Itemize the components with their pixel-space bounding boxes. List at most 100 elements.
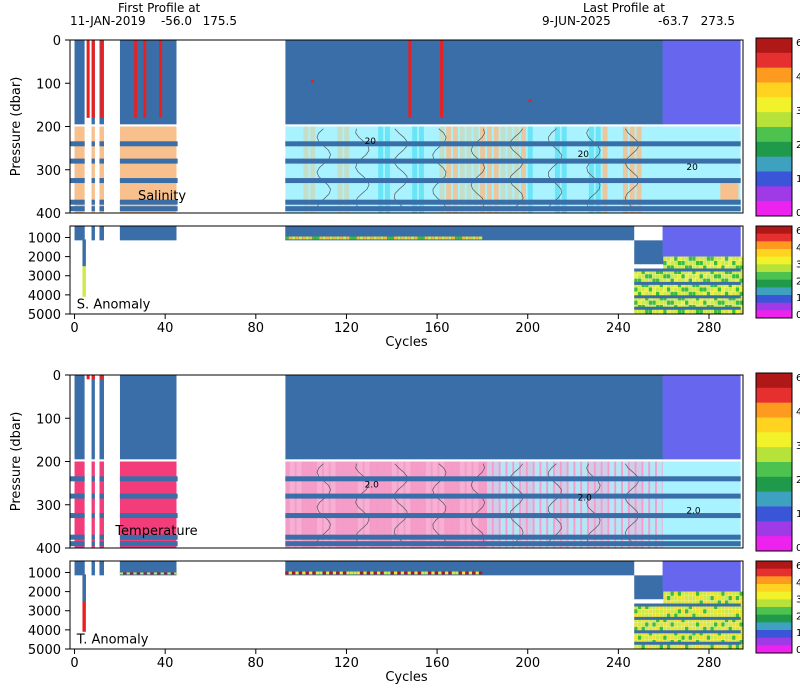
anomaly-fringe <box>380 236 384 240</box>
anomaly-fringe <box>387 571 391 575</box>
anomaly-fringe <box>363 236 367 240</box>
deep-anomaly-cell <box>739 609 743 614</box>
deep-anomaly-cell <box>735 287 740 292</box>
deep-sampling-row <box>634 268 741 272</box>
deep-anomaly-cell <box>728 596 732 601</box>
deep-anomaly-cell <box>739 613 743 618</box>
colorbar-tick-label: 6 <box>796 226 800 237</box>
deep-anomaly-cell <box>732 622 736 627</box>
deep-anomaly-cell <box>739 631 743 636</box>
deep-anomaly-cell <box>641 622 645 627</box>
T-anomaly-label: T. Anomaly <box>76 632 149 647</box>
deep-anomaly-cell <box>648 274 653 279</box>
first-profile-lat: -56.0 <box>161 14 192 28</box>
anomaly-fringe <box>292 571 296 575</box>
anomaly-fringe <box>288 571 292 575</box>
deep-anomaly-cell <box>674 283 678 288</box>
T-upper-colorbar: 6 4.5 3.5 2.5 1.5 0 <box>755 372 800 554</box>
deep-anomaly-cell <box>634 626 638 632</box>
deep-anomaly-cell <box>670 256 674 261</box>
deep-anomaly-cell <box>634 300 638 305</box>
deep-anomaly-cell <box>724 291 729 297</box>
anomaly-fringe <box>431 571 435 575</box>
deep-anomaly-cell <box>735 644 740 649</box>
deep-anomaly-cell <box>699 291 703 297</box>
x-tick-label: 280 <box>697 321 722 336</box>
anomaly-fringe <box>360 571 364 575</box>
deep-anomaly-cell <box>706 300 711 305</box>
anomaly-fringe <box>370 236 374 240</box>
deep-anomaly-cell <box>645 287 649 292</box>
anomaly-fringe <box>387 236 391 240</box>
deep-anomaly-cell <box>724 300 729 305</box>
colorbar-swatch <box>756 645 792 654</box>
S-anomaly-label: S. Anomaly <box>77 297 151 312</box>
deep-anomaly-cell <box>724 596 729 601</box>
deep-anomaly-cell <box>684 613 689 618</box>
deep-anomaly-cell <box>659 300 664 305</box>
deep-anomaly-cell <box>666 631 671 636</box>
anomaly-fringe <box>445 571 449 575</box>
field-stripe <box>452 461 458 548</box>
deep-anomaly-cell <box>634 291 638 297</box>
deep-anomaly-cell <box>684 604 689 610</box>
deep-anomaly-cell <box>659 291 664 297</box>
field-stripe <box>323 461 329 548</box>
deep-anomaly-cell <box>634 613 638 618</box>
deep-anomaly-cell <box>713 283 718 288</box>
anomaly-fringe <box>431 236 435 240</box>
deep-anomaly-cell <box>732 256 736 261</box>
deep-anomaly-cell <box>703 631 707 636</box>
deep-anomaly-cell <box>692 291 696 297</box>
field-stripe <box>405 461 411 548</box>
deep-anomaly-cell <box>703 635 707 640</box>
deep-anomaly-cell <box>699 600 703 605</box>
contour-label: 2.0 <box>578 493 593 503</box>
y-tick-label: 200 <box>36 121 61 136</box>
y-tick-label: 200 <box>36 456 61 471</box>
anomaly-fringe <box>356 571 360 575</box>
deep-anomaly-cell <box>703 291 707 297</box>
flagged-profile <box>86 40 90 118</box>
field-stripe <box>622 126 628 213</box>
x-tick-label: 160 <box>425 321 450 336</box>
deep-anomaly-cell <box>695 291 700 297</box>
profile-block <box>119 375 177 460</box>
deep-anomaly-cell <box>674 622 678 627</box>
deep-anomaly-cell <box>655 613 660 618</box>
deep-anomaly-cell <box>724 287 729 292</box>
anomaly-fringe <box>472 236 476 240</box>
deep-anomaly-cell <box>724 600 729 605</box>
anomaly-fringe <box>343 571 347 575</box>
colorbar-swatch <box>756 241 792 250</box>
deep-anomaly-cell <box>699 644 703 649</box>
deep-anomaly-cell <box>724 618 729 623</box>
field-stripe <box>446 461 452 548</box>
profile-block <box>74 375 85 460</box>
x-tick-label: 160 <box>425 656 450 671</box>
anomaly-fringe <box>315 571 320 575</box>
deep-anomaly-cell <box>684 296 689 301</box>
deep-anomaly-cell <box>739 278 743 283</box>
deep-anomaly-cell <box>703 309 707 314</box>
deep-anomaly-cell <box>645 278 649 283</box>
deep-anomaly-cell <box>710 309 714 314</box>
colorbar-swatch <box>756 226 792 235</box>
colorbar-swatch <box>756 38 792 54</box>
contour-label: 20 <box>365 137 377 147</box>
deep-anomaly-cell <box>703 609 707 614</box>
colorbar-tick-label: 3.5 <box>796 106 800 117</box>
deep-anomaly-cell <box>666 300 671 305</box>
data-gap <box>94 375 100 548</box>
field-stripe <box>554 126 560 213</box>
deep-anomaly-cell <box>659 283 664 288</box>
deep-anomaly-cell <box>695 618 700 623</box>
deep-anomaly-cell <box>663 291 667 297</box>
deep-anomaly-cell <box>674 274 678 279</box>
deep-anomaly-cell <box>721 269 725 275</box>
field-stripe <box>629 461 635 548</box>
deep-anomaly-cell <box>677 635 682 640</box>
deep-anomaly-cell <box>684 278 689 283</box>
deep-anomaly-cell <box>703 269 707 275</box>
field-stripe <box>296 126 302 213</box>
